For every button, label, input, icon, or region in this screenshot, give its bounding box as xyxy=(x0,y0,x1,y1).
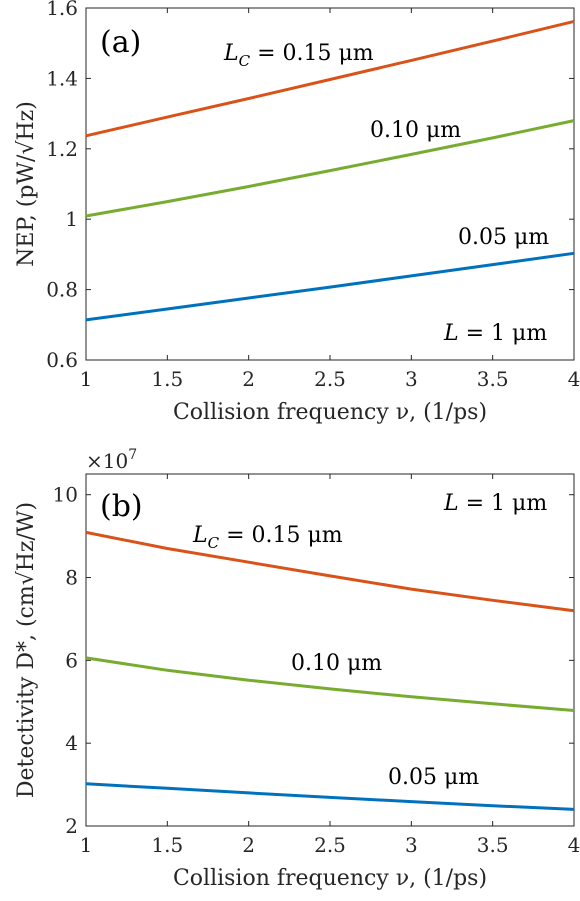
y-axis-label-b: Detectivity D*, (cm√Hz/W) xyxy=(14,502,39,798)
panel-label-a: (a) xyxy=(100,25,141,60)
annotation-mid-a: 0.10 μm xyxy=(370,118,461,143)
x-tick-label: 3.5 xyxy=(477,367,509,391)
y-tick-label: 10 xyxy=(53,483,78,507)
annotation-mid-b: 0.10 μm xyxy=(291,651,382,676)
annotation-lc-symbol-a: L xyxy=(223,41,239,66)
annotation-low-a: 0.05 μm xyxy=(458,225,549,250)
annotation-l-symbol-a: L xyxy=(443,321,459,346)
annotation-low-b: 0.05 μm xyxy=(388,765,479,790)
panel-a: 1 1.5 2 2.5 3 3.5 40.60.811.21.41.6 (a) LC = 0… xyxy=(14,0,580,425)
x-tick-label: 1.5 xyxy=(151,833,183,857)
annotation-lc-subscript-b: C xyxy=(208,534,220,552)
x-axis-label-a: Collision frequency ν, (1/ps) xyxy=(173,400,487,425)
series-a xyxy=(85,19,575,322)
annotation-l-symbol-b: L xyxy=(443,491,459,516)
annotation-lc-a: LC = 0.15 μm xyxy=(223,41,374,70)
x-tick-label: 3.5 xyxy=(477,833,509,857)
x-tick-label: 3 xyxy=(405,833,418,857)
y-tick-label: 8 xyxy=(65,566,78,590)
series-line-0-05-m xyxy=(85,782,575,811)
x-tick-label: 1.5 xyxy=(151,367,183,391)
y-tick-label: 2 xyxy=(65,814,78,838)
series-line-0-10-m xyxy=(85,656,575,712)
x-tick-label: 2 xyxy=(242,833,255,857)
series-line-l-c-0-15-m xyxy=(85,530,575,613)
x-tick-label: 3 xyxy=(405,367,418,391)
series-line-0-10-m xyxy=(85,119,575,218)
x-tick-label: 2 xyxy=(242,367,255,391)
y-tick-label: 0.8 xyxy=(46,278,78,302)
x-tick-label: 1 xyxy=(80,833,93,857)
y-exponent-label-b: ×107 xyxy=(86,447,137,473)
y-exponent-base-b: ×10 xyxy=(86,449,128,473)
y-tick-label: 1.4 xyxy=(46,66,78,90)
x-tick-label: 4 xyxy=(568,833,580,857)
x-tick-label: 4 xyxy=(568,367,580,391)
axes-b: 1 1.5 2 2.5 3 3.5 4 2 4 6 8 10 xyxy=(53,474,580,857)
y-tick-label: 6 xyxy=(65,648,78,672)
series-line-l-c-0-15-m xyxy=(85,19,575,138)
annotation-lc-subscript-a: C xyxy=(239,52,251,70)
y-tick-label: 1.2 xyxy=(46,137,78,161)
x-axis-label-b: Collision frequency ν, (1/ps) xyxy=(173,866,487,891)
series-line-0-05-m xyxy=(85,251,575,322)
annotation-l-value-a: = 1 μm xyxy=(459,321,548,346)
annotation-lc-b: LC = 0.15 μm xyxy=(192,523,343,552)
panel-label-b: (b) xyxy=(100,489,143,524)
y-tick-label: 1 xyxy=(65,207,78,231)
series-b xyxy=(85,530,575,811)
y-tick-label: 1.6 xyxy=(46,0,78,20)
annotation-l-a: L = 1 μm xyxy=(443,321,547,346)
annotation-l-value-b: = 1 μm xyxy=(459,491,548,516)
x-tick-label: 2.5 xyxy=(314,833,346,857)
y-tick-label: 0.6 xyxy=(46,348,78,372)
annotation-lc-value-a: = 0.15 μm xyxy=(250,41,374,66)
annotation-lc-value-b: = 0.15 μm xyxy=(219,523,343,548)
annotation-lc-symbol-b: L xyxy=(192,523,208,548)
axes-a: 1 1.5 2 2.5 3 3.5 4 0.6 0.8 1 1.2 1.4 1.6 xyxy=(46,0,580,391)
x-tick-label: 2.5 xyxy=(314,367,346,391)
annotation-l-b: L = 1 μm xyxy=(443,491,547,516)
y-tick-label: 4 xyxy=(65,731,78,755)
x-tick-label: 1 xyxy=(80,367,93,391)
y-exponent-power-b: 7 xyxy=(128,447,137,463)
y-axis-label-a: NEP, (pW/√Hz) xyxy=(14,101,39,267)
